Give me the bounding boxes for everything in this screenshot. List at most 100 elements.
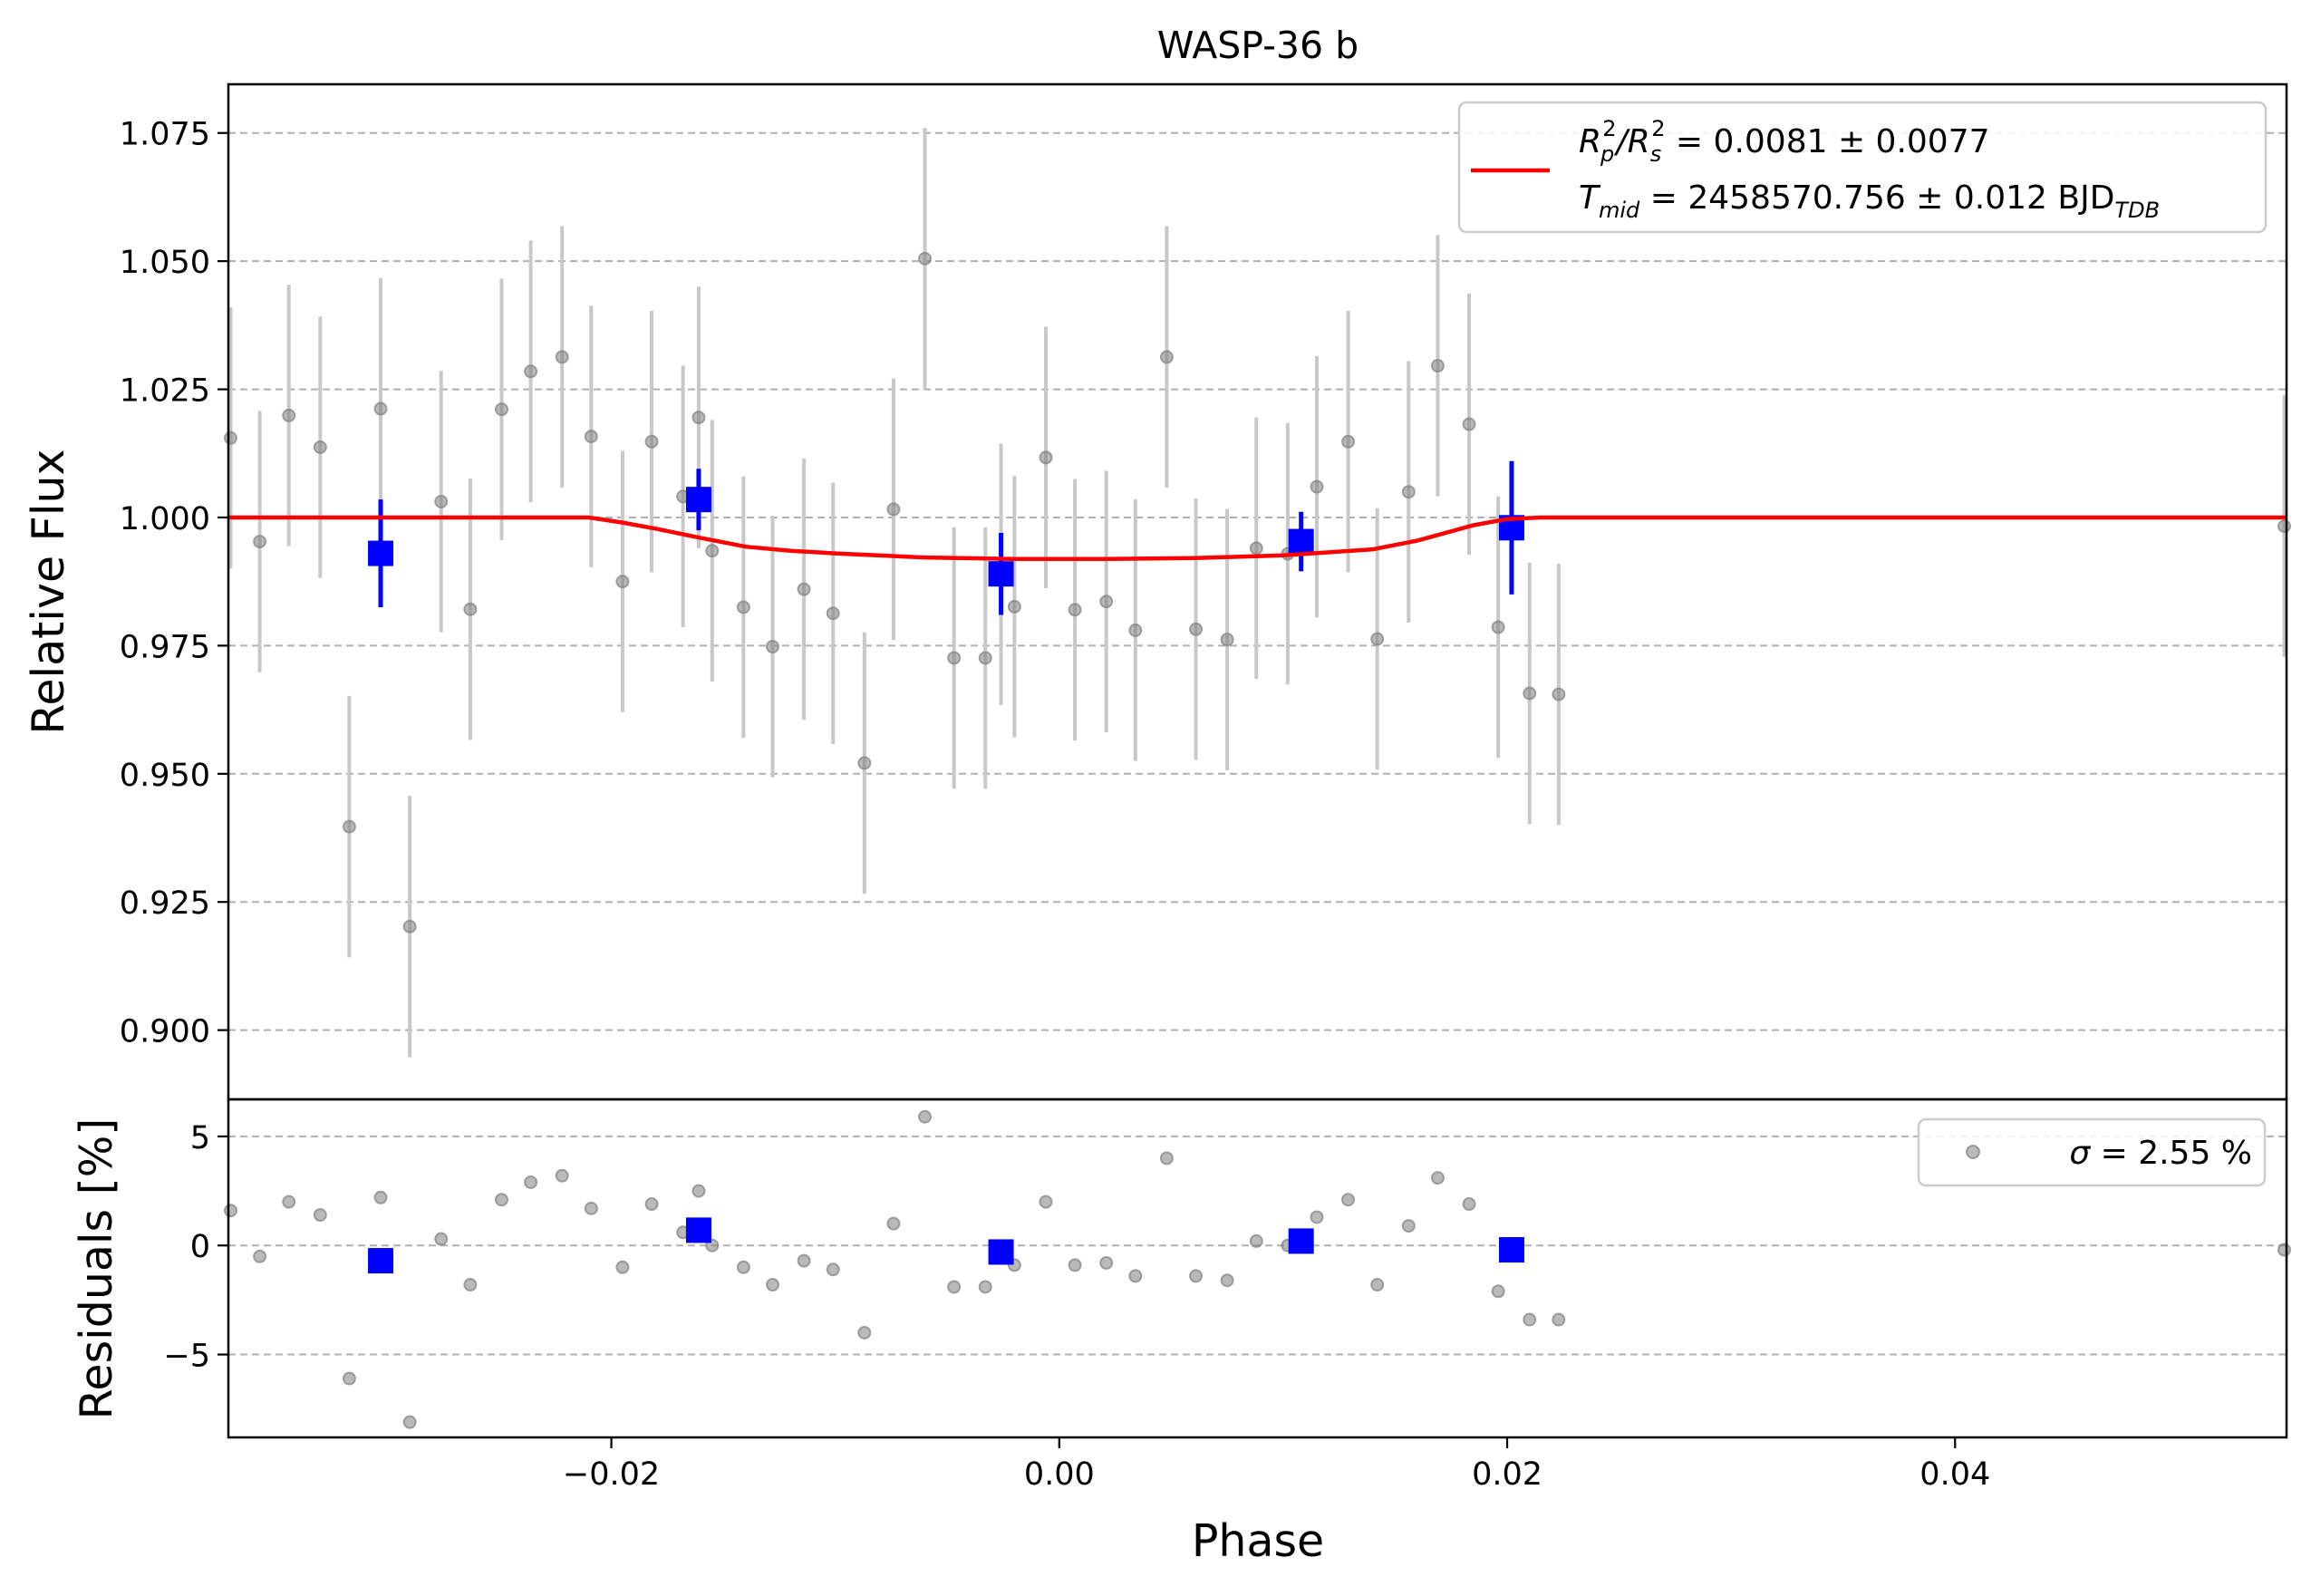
top-data-point — [1068, 603, 1082, 617]
bottom-data-point — [463, 1278, 478, 1292]
bottom-binned-point — [1498, 1237, 1524, 1263]
bottom-data-point — [1249, 1233, 1263, 1248]
bottom-data-point — [918, 1109, 933, 1124]
bottom-data-point — [342, 1371, 356, 1386]
bottom-data-points — [223, 1109, 2292, 1429]
bottom-data-point — [282, 1195, 296, 1209]
bottom-data-point — [1310, 1210, 1324, 1224]
top-data-point — [494, 402, 508, 417]
bottom-data-point — [886, 1216, 901, 1231]
top-data-point — [886, 502, 901, 517]
bottom-data-point — [434, 1232, 449, 1246]
bottom-data-point — [1430, 1171, 1445, 1185]
top-binned-point — [685, 487, 711, 513]
bottom-data-point — [1370, 1278, 1385, 1292]
bottom-legend: σ = 2.55 % — [1917, 1117, 2267, 1187]
top-data-point — [1523, 686, 1537, 701]
top-data-point — [1039, 450, 1053, 465]
top-y-tick-label: 0.975 — [120, 629, 210, 665]
bottom-data-point — [373, 1190, 388, 1204]
top-data-point — [1401, 485, 1416, 499]
top-data-point — [918, 251, 933, 266]
top-data-point — [342, 819, 356, 834]
top-data-point — [1310, 479, 1324, 494]
bottom-data-point — [736, 1260, 750, 1274]
bottom-data-point — [1552, 1312, 1566, 1327]
bottom-data-point — [826, 1262, 840, 1277]
top-data-point — [313, 440, 327, 454]
bottom-binned-point — [1288, 1228, 1314, 1254]
x-tick-label: −0.02 — [563, 1456, 660, 1493]
top-data-point — [373, 401, 388, 416]
bottom-data-point — [584, 1201, 598, 1215]
bottom-data-point — [1128, 1269, 1143, 1283]
top-y-tick-label: 0.925 — [120, 885, 210, 922]
bottom-data-point — [1099, 1255, 1114, 1270]
bottom-data-point — [765, 1278, 779, 1292]
x-axis-label: Phase — [1192, 1515, 1324, 1567]
top-binned-points — [368, 460, 1524, 615]
bottom-data-point — [494, 1193, 508, 1207]
bottom-data-point — [223, 1204, 237, 1218]
top-data-point — [1370, 632, 1385, 646]
bottom-data-point — [1491, 1284, 1505, 1299]
bottom-binned-point — [685, 1217, 711, 1243]
bottom-y-ticks: −5 0 5 — [163, 1120, 228, 1375]
bottom-data-point — [615, 1260, 630, 1274]
top-data-point — [1159, 350, 1174, 364]
top-data-point — [1220, 633, 1234, 647]
bottom-data-point — [1068, 1258, 1082, 1272]
bottom-data-point — [1523, 1312, 1537, 1327]
top-data-point — [1128, 623, 1143, 637]
bottom-legend-box — [1917, 1117, 2267, 1187]
top-data-point — [402, 919, 417, 933]
top-legend-box — [1457, 101, 2267, 234]
top-binned-point — [1288, 528, 1314, 555]
top-binned-point — [368, 540, 394, 566]
top-data-point — [223, 430, 237, 445]
bottom-data-point — [1401, 1219, 1416, 1233]
top-data-point — [947, 651, 962, 665]
bottom-y-tick-label: 5 — [190, 1120, 210, 1156]
model-curve — [228, 515, 2287, 562]
top-data-point — [1462, 417, 1476, 431]
bottom-data-point — [857, 1325, 872, 1340]
top-data-point — [1552, 687, 1566, 701]
top-data-point — [1099, 595, 1114, 609]
bottom-y-axis-label: Residuals [%] — [71, 1118, 122, 1420]
bottom-data-point — [644, 1197, 659, 1212]
top-data-point — [736, 600, 750, 614]
bottom-data-point — [2277, 1243, 2292, 1257]
top-data-point — [434, 494, 449, 508]
bottom-data-point — [1189, 1269, 1204, 1283]
top-data-point — [282, 408, 296, 422]
top-y-tick-label: 1.000 — [120, 501, 210, 537]
top-data-point — [1430, 359, 1445, 373]
bottom-data-point — [1341, 1193, 1356, 1207]
top-data-point — [1491, 620, 1505, 634]
bottom-data-point — [691, 1184, 706, 1198]
legend-data-swatch — [1966, 1145, 1980, 1159]
legend-sigma: σ = 2.55 % — [2069, 1135, 2252, 1172]
top-y-tick-label: 1.050 — [120, 245, 210, 281]
top-data-point — [978, 651, 992, 665]
top-data-point — [1341, 434, 1356, 449]
top-data-point — [765, 640, 779, 654]
bottom-data-point — [253, 1249, 267, 1263]
bottom-y-tick-label: −5 — [163, 1339, 210, 1375]
top-binned-point — [988, 561, 1014, 587]
bottom-data-point — [555, 1168, 569, 1183]
top-data-point — [615, 575, 630, 589]
bottom-data-point — [978, 1280, 992, 1294]
chart-title: WASP-36 b — [1157, 24, 1359, 67]
bottom-data-point — [1039, 1195, 1053, 1209]
top-data-point — [524, 364, 538, 379]
legend-line-2: Tmid = 2458570.756 ± 0.012 BJDTDB — [1579, 179, 2160, 223]
bottom-axes-frame — [227, 1098, 2288, 1439]
bottom-data-point — [797, 1253, 811, 1268]
top-data-point — [584, 430, 598, 444]
top-data-point — [1189, 622, 1204, 636]
top-data-point — [857, 756, 872, 770]
x-tick-label: 0.02 — [1472, 1456, 1542, 1493]
bottom-binned-point — [988, 1239, 1014, 1265]
